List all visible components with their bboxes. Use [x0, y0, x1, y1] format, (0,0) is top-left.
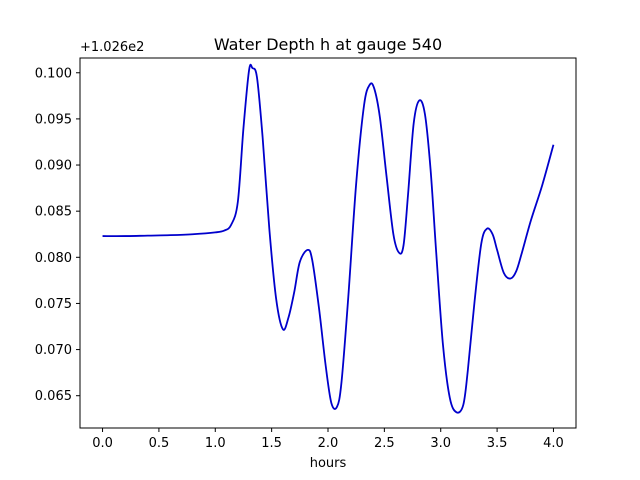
x-tick-label: 3.5 [487, 436, 508, 451]
x-tick-label: 1.0 [205, 436, 226, 451]
y-tick-label: 0.085 [35, 205, 72, 220]
y-axis-ticks: 0.065 0.070 0.075 0.080 0.085 0.090 0.095 0.100 [35, 66, 80, 404]
x-axis-label: hours [310, 456, 347, 471]
x-tick-label: 2.0 [318, 436, 339, 451]
x-tick-label: 2.5 [374, 436, 395, 451]
x-tick-label: 4.0 [543, 436, 564, 451]
plot-area-frame [79, 57, 577, 429]
y-tick-label: 0.070 [35, 343, 72, 358]
x-tick-label: 0.0 [92, 436, 113, 451]
y-tick-label: 0.100 [35, 66, 72, 81]
y-tick-label: 0.090 [35, 159, 72, 174]
y-offset-text: +1.026e2 [80, 40, 144, 55]
series-line [102, 63, 555, 414]
series-group [102, 63, 555, 414]
x-tick-label: 1.5 [261, 436, 282, 451]
x-axis-ticks: 0.0 0.5 1.0 1.5 2.0 2.5 3.0 3.5 4.0 [92, 428, 564, 451]
y-tick-label: 0.075 [35, 297, 72, 312]
y-tick-label: 0.080 [35, 251, 72, 266]
y-tick-label: 0.065 [35, 389, 72, 404]
x-tick-label: 0.5 [149, 436, 170, 451]
chart-title: Water Depth h at gauge 540 [214, 35, 442, 54]
y-tick-label: 0.095 [35, 112, 72, 127]
x-tick-label: 3.0 [430, 436, 451, 451]
